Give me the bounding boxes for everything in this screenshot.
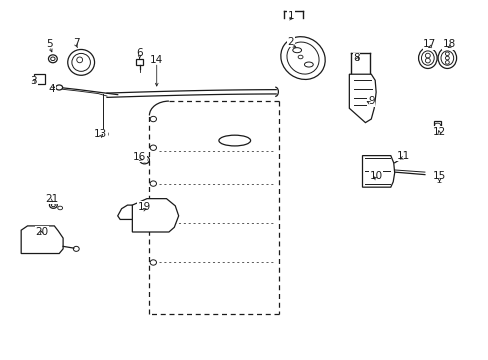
- Ellipse shape: [101, 132, 105, 136]
- Ellipse shape: [292, 48, 301, 53]
- Bar: [433, 121, 441, 130]
- Text: 15: 15: [432, 171, 445, 181]
- Ellipse shape: [56, 85, 62, 90]
- Ellipse shape: [41, 235, 48, 240]
- Ellipse shape: [357, 90, 365, 94]
- Text: 21: 21: [45, 194, 59, 204]
- Ellipse shape: [49, 202, 57, 208]
- Ellipse shape: [150, 181, 156, 186]
- Ellipse shape: [418, 48, 436, 68]
- Ellipse shape: [298, 55, 303, 59]
- Text: 9: 9: [367, 96, 374, 106]
- Ellipse shape: [150, 116, 156, 122]
- Ellipse shape: [150, 220, 156, 226]
- Text: 4: 4: [48, 84, 55, 94]
- Text: 1: 1: [287, 11, 294, 21]
- Ellipse shape: [72, 53, 90, 71]
- Ellipse shape: [30, 229, 38, 235]
- Ellipse shape: [48, 242, 56, 248]
- Ellipse shape: [26, 246, 34, 252]
- Text: 11: 11: [396, 150, 409, 161]
- Ellipse shape: [68, 49, 94, 75]
- Text: 18: 18: [442, 40, 455, 49]
- Ellipse shape: [377, 176, 384, 181]
- Text: 3: 3: [30, 76, 37, 86]
- Ellipse shape: [150, 260, 156, 265]
- Ellipse shape: [445, 52, 448, 55]
- Ellipse shape: [51, 57, 55, 60]
- Text: 10: 10: [369, 171, 382, 181]
- Ellipse shape: [286, 42, 319, 74]
- Ellipse shape: [48, 55, 57, 63]
- Ellipse shape: [425, 58, 429, 63]
- Polygon shape: [348, 74, 375, 123]
- Ellipse shape: [357, 82, 365, 86]
- Ellipse shape: [98, 130, 108, 138]
- Text: 17: 17: [422, 40, 435, 49]
- Ellipse shape: [440, 51, 453, 65]
- Ellipse shape: [434, 172, 444, 182]
- Ellipse shape: [425, 53, 429, 58]
- Polygon shape: [21, 226, 63, 253]
- Ellipse shape: [445, 60, 448, 64]
- Ellipse shape: [142, 158, 147, 162]
- Polygon shape: [362, 156, 394, 187]
- Text: 14: 14: [150, 55, 163, 65]
- Ellipse shape: [437, 48, 456, 68]
- Bar: [34, 74, 44, 84]
- Ellipse shape: [421, 51, 433, 65]
- Text: 16: 16: [133, 152, 146, 162]
- Ellipse shape: [148, 215, 156, 221]
- Ellipse shape: [73, 246, 79, 251]
- Ellipse shape: [167, 210, 175, 215]
- Text: 20: 20: [36, 227, 49, 237]
- Ellipse shape: [304, 62, 313, 67]
- Ellipse shape: [280, 37, 325, 80]
- Text: 2: 2: [287, 37, 294, 47]
- Ellipse shape: [436, 174, 441, 180]
- Text: 8: 8: [353, 53, 359, 63]
- Text: 12: 12: [432, 127, 445, 136]
- Ellipse shape: [58, 206, 62, 210]
- Text: 13: 13: [94, 129, 107, 139]
- Ellipse shape: [77, 57, 82, 63]
- Ellipse shape: [150, 145, 156, 150]
- Ellipse shape: [51, 203, 55, 207]
- Text: 5: 5: [46, 39, 53, 49]
- Ellipse shape: [137, 202, 145, 208]
- Polygon shape: [132, 199, 178, 232]
- Text: 7: 7: [73, 38, 80, 48]
- Bar: [136, 59, 143, 65]
- Ellipse shape: [377, 160, 384, 165]
- Text: 6: 6: [136, 48, 142, 58]
- Ellipse shape: [140, 156, 149, 164]
- Polygon shape: [118, 205, 132, 220]
- Ellipse shape: [219, 135, 250, 146]
- Text: 19: 19: [138, 202, 151, 212]
- Ellipse shape: [445, 56, 448, 60]
- Ellipse shape: [160, 222, 167, 228]
- Ellipse shape: [366, 160, 373, 165]
- Ellipse shape: [366, 176, 373, 181]
